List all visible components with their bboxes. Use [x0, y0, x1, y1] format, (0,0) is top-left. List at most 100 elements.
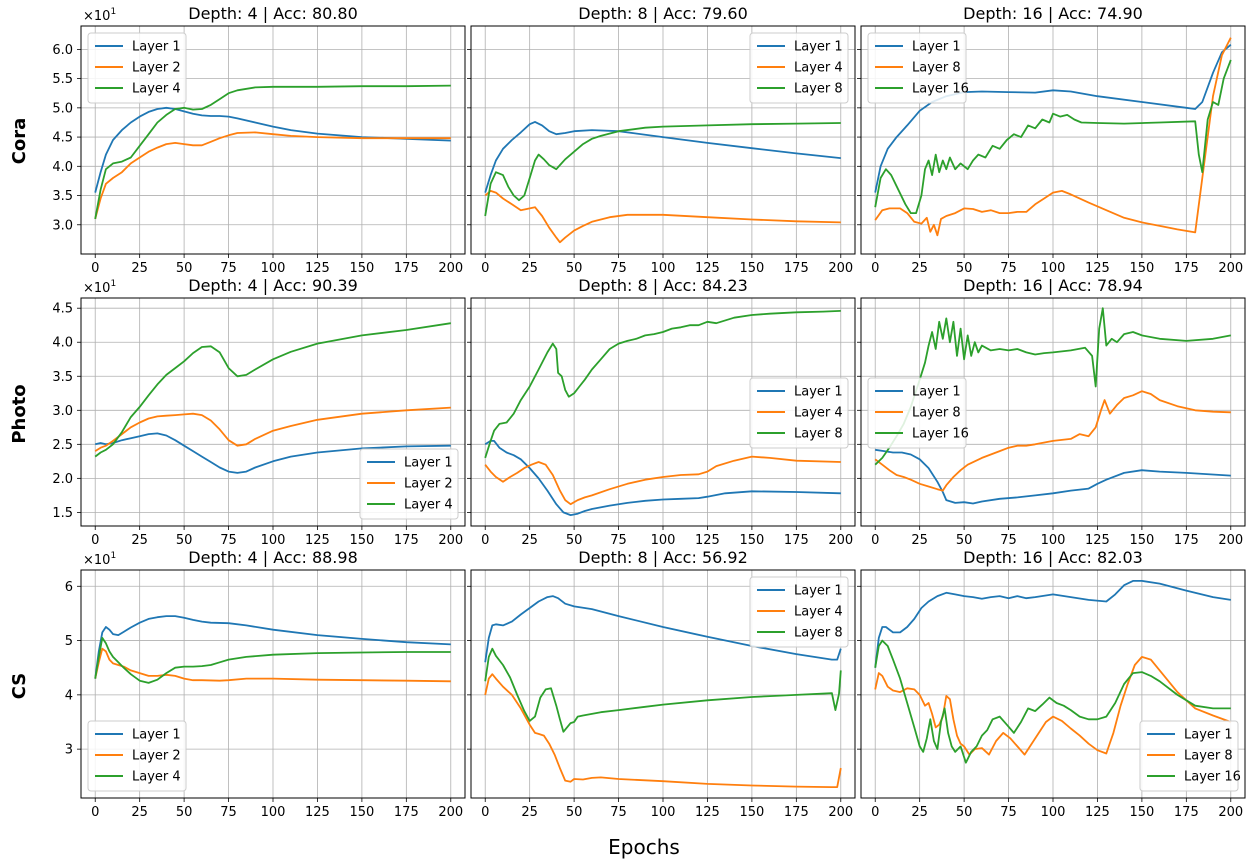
- panel-title: Depth: 4 | Acc: 80.80: [188, 4, 358, 23]
- legend-box: [1139, 720, 1239, 792]
- x-tick-label: 200: [828, 261, 853, 276]
- legend-entry: Layer 4: [132, 82, 181, 97]
- x-tick-label: 0: [91, 805, 99, 820]
- y-tick-label: 3.0: [52, 218, 73, 233]
- legend-entry: Layer 4: [794, 406, 843, 421]
- legend-entry: Layer 8: [794, 82, 843, 97]
- series-line-layer-1: [94, 106, 451, 193]
- legend-entry: Layer 4: [404, 498, 453, 513]
- plot-frame: [470, 297, 856, 527]
- series-line-layer-4: [484, 190, 841, 244]
- y-tick-label: 4.5: [52, 302, 73, 317]
- legend-box: [749, 576, 849, 648]
- y-scale-exponent: 1: [110, 551, 116, 561]
- x-tick-label: 50: [176, 261, 193, 276]
- y-scale-label: ×101: [83, 279, 116, 296]
- y-tick-label: 4.5: [52, 131, 73, 146]
- y-tick-label: 6: [65, 580, 73, 595]
- row-label-cora: Cora: [9, 118, 30, 165]
- panel-cs-depth4: 0 25 50 75 100 125 150 175 200 3 4 5 6 ×101 Depth: 4 |…: [65, 548, 466, 820]
- x-tick-label: 175: [784, 533, 809, 548]
- series-line-layer-1: [484, 121, 841, 193]
- plot-frame: [470, 569, 856, 799]
- series-line-layer-4: [94, 637, 451, 684]
- panel-cs-depth8: 0 25 50 75 100 125 150 175 200 Depth: 8 | Acc: 56…: [467, 548, 856, 820]
- plot-frame: [470, 25, 856, 255]
- y-tick-label: 2.0: [52, 472, 73, 487]
- legend-entry: Layer 1: [912, 385, 961, 400]
- y-tick-label: 4: [65, 688, 73, 703]
- x-tick-label: 25: [521, 261, 538, 276]
- x-tick-label: 25: [131, 533, 148, 548]
- y-tick-label: 3.0: [52, 404, 73, 419]
- legend-entry: Layer 8: [794, 626, 843, 641]
- y-tick-label: 4.0: [52, 160, 73, 175]
- x-tick-label: 25: [521, 805, 538, 820]
- series-line-layer-4: [94, 322, 451, 458]
- x-tick-label: 125: [305, 533, 330, 548]
- legend: Layer 1 Layer 8 Layer 16: [1139, 720, 1241, 792]
- x-tick-label: 125: [695, 805, 720, 820]
- x-tick-label: 200: [1218, 805, 1243, 820]
- x-tick-label: 150: [1129, 261, 1154, 276]
- legend-entry: Layer 8: [794, 427, 843, 442]
- legend-box: [867, 32, 967, 104]
- x-tick-label: 150: [739, 533, 764, 548]
- series-line-layer-8: [874, 37, 1232, 237]
- x-tick-label: 175: [784, 261, 809, 276]
- x-tick-label: 200: [828, 533, 853, 548]
- series-line-layer-1: [875, 448, 1231, 505]
- y-tick-label: 5.0: [52, 101, 73, 116]
- x-tick-label: 50: [176, 533, 193, 548]
- y-scale-base: ×10: [83, 553, 110, 568]
- y-tick-label: 5.5: [52, 72, 73, 87]
- x-tick-label: 50: [566, 533, 583, 548]
- legend-entry: Layer 16: [912, 82, 969, 97]
- y-scale-base: ×10: [83, 9, 110, 24]
- panel-title: Depth: 8 | Acc: 56.92: [578, 548, 748, 567]
- legend-entry: Layer 2: [132, 61, 181, 76]
- legend-entry: Layer 4: [794, 61, 843, 76]
- series-line-layer-1: [94, 615, 451, 679]
- y-tick-label: 3: [65, 743, 73, 758]
- x-tick-label: 125: [305, 805, 330, 820]
- legend-entry: Layer 1: [794, 385, 843, 400]
- x-tick-label: 200: [438, 805, 463, 820]
- x-tick-label: 75: [1000, 261, 1017, 276]
- x-tick-label: 200: [1218, 533, 1243, 548]
- legend: Layer 1 Layer 4 Layer 8: [749, 32, 849, 104]
- x-tick-label: 100: [651, 533, 676, 548]
- legend: Layer 1 Layer 8 Layer 16: [867, 377, 969, 449]
- legend-entry: Layer 1: [794, 584, 843, 599]
- x-tick-label: 100: [1041, 805, 1066, 820]
- legend-entry: Layer 4: [132, 770, 181, 785]
- x-tick-label: 200: [828, 805, 853, 820]
- x-tick-label: 50: [956, 805, 973, 820]
- x-tick-label: 175: [394, 805, 419, 820]
- legend: Layer 1 Layer 8 Layer 16: [867, 32, 969, 104]
- x-tick-label: 175: [784, 805, 809, 820]
- series-line-layer-8: [874, 390, 1231, 492]
- series-line-layer-16: [874, 639, 1231, 764]
- x-tick-label: 125: [695, 533, 720, 548]
- legend-entry: Layer 4: [794, 605, 843, 620]
- x-tick-label: 25: [911, 805, 928, 820]
- x-tick-label: 125: [1085, 261, 1110, 276]
- series-line-layer-1: [874, 44, 1232, 193]
- y-tick-label: 4.0: [52, 336, 73, 351]
- y-scale-label: ×101: [83, 7, 116, 24]
- series-line-layer-8: [484, 647, 842, 733]
- legend-entry: Layer 8: [912, 406, 961, 421]
- panel-cora-depth4: 0 25 50 75 100 125 150 175 200 3.0 3.5 4.0 4.5 5.0 5.5…: [52, 4, 466, 276]
- x-tick-label: 25: [911, 261, 928, 276]
- panel-cs-depth16: 0 25 50 75 100 125 150 175 200 Depth: 16 | Acc: 8…: [857, 548, 1246, 820]
- x-tick-label: 75: [1000, 805, 1017, 820]
- panel-cora-depth8: 0 25 50 75 100 125 150 175 200 Depth: 8 | Acc: 79…: [467, 4, 856, 276]
- legend-box: [87, 32, 187, 104]
- x-tick-label: 125: [695, 261, 720, 276]
- series-line-layer-8: [874, 656, 1232, 756]
- x-tick-label: 0: [481, 261, 489, 276]
- series-line-layer-1: [484, 440, 841, 516]
- series-line-layer-16: [874, 307, 1231, 466]
- plot-frame: [860, 297, 1246, 527]
